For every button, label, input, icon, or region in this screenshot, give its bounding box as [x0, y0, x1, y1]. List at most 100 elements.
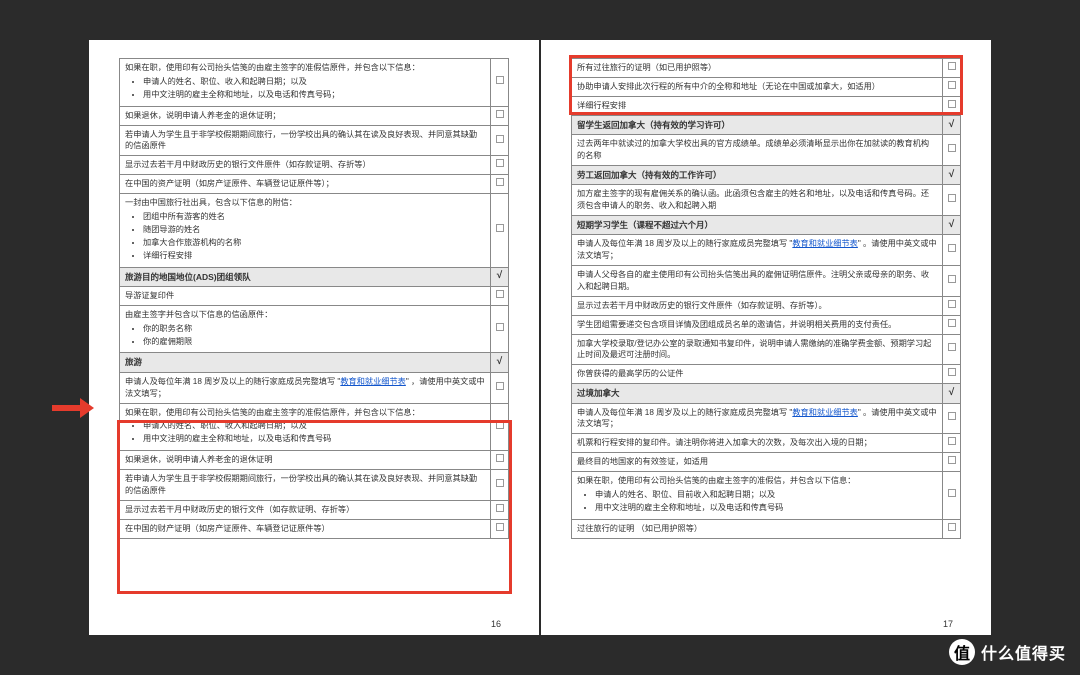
table-row: 详细行程安排 [572, 96, 961, 115]
checklist-table-left: 如果在职，使用印有公司抬头信笺的由雇主签字的准假信原件，并包含以下信息：申请人的… [119, 58, 509, 539]
content-cell: 在中国的资产证明（如房产证原件、车辆登记证原件等）； [120, 175, 491, 194]
checkbox-cell [943, 265, 961, 296]
checkbox-icon [496, 382, 504, 390]
checkbox-icon [948, 100, 956, 108]
content-cell: 如果在职，使用印有公司抬头信笺的由雇主签字的准假信原件，并包含以下信息：申请人的… [120, 403, 491, 451]
checkbox-icon [496, 421, 504, 429]
section-cell: 旅游目的地国地位(ADS)团组领队 [120, 267, 491, 286]
checkbox-cell [943, 296, 961, 315]
section-cell: 旅游 [120, 353, 491, 372]
checkbox-cell [491, 175, 509, 194]
checkbox-cell [491, 156, 509, 175]
bullet-item: 详细行程安排 [143, 250, 485, 262]
bullet-item: 你的雇佣期限 [143, 336, 485, 348]
table-row: 申请人及每位年满 18 周岁及以上的随行家庭成员完整填写 "教育和就业细节表" … [572, 235, 961, 266]
table-row: 申请人及每位年满 18 周岁及以上的随行家庭成员完整填写 "教育和就业细节表" … [120, 372, 509, 403]
checkbox-icon [496, 290, 504, 298]
table-row: 如果在职，使用印有公司抬头信笺的由雇主签字的准假信，并包含以下信息：申请人的姓名… [572, 472, 961, 520]
checkbox-cell [943, 96, 961, 115]
checkmark-icon: √ [949, 168, 955, 183]
table-row: 显示过去若干月中财政历史的银行文件（如存款证明、存折等） [120, 500, 509, 519]
section-cell: 过境加拿大 [572, 384, 943, 403]
checkbox-icon [496, 159, 504, 167]
checkbox-icon [496, 135, 504, 143]
bullet-item: 用中文注明的雇主全称和地址，以及电话和传真号码； [143, 89, 485, 101]
table-row: 在中国的资产证明（如房产证原件、车辆登记证原件等）； [120, 175, 509, 194]
bullet-item: 你的职务名称 [143, 323, 485, 335]
checkbox-icon [496, 454, 504, 462]
content-cell: 申请人父母各自的雇主使用印有公司抬头信笺出具的雇佣证明信原件。注明父亲或母亲的职… [572, 265, 943, 296]
checkbox-cell [943, 77, 961, 96]
annotation-arrow-icon [52, 400, 92, 416]
checkbox-cell [491, 500, 509, 519]
table-row: 劳工返回加拿大（持有效的工作许可） √ [572, 165, 961, 184]
checkbox-icon [948, 368, 956, 376]
checkbox-cell: √ [943, 115, 961, 134]
section-cell: 留学生返回加拿大（持有效的学习许可） [572, 115, 943, 134]
checkbox-cell [491, 194, 509, 267]
checkbox-cell [491, 372, 509, 403]
content-cell: 最终目的地国家的有效签证，如适用 [572, 453, 943, 472]
table-row: 协助申请人安排此次行程的所有中介的全称和地址（无论在中国或加拿大，如适用） [572, 77, 961, 96]
table-row: 显示过去若干月中财政历史的银行文件原件（如存款证明、存折等） [120, 156, 509, 175]
checkbox-cell: √ [491, 353, 509, 372]
watermark: 值 什么值得买 [949, 639, 1066, 665]
table-row: 最终目的地国家的有效签证，如适用 [572, 453, 961, 472]
checkbox-cell [491, 125, 509, 156]
checkbox-icon [948, 456, 956, 464]
table-row: 加方雇主签字的现有雇佣关系的确认函。此函须包含雇主的姓名和地址，以及电话和传真号… [572, 185, 961, 216]
table-row: 如果在职，使用印有公司抬头信笺的由雇主签字的准假信原件，并包含以下信息：申请人的… [120, 403, 509, 451]
content-cell: 显示过去若干月中财政历史的银行文件原件（如存款证明、存折等） [120, 156, 491, 175]
checkbox-icon [948, 244, 956, 252]
checkbox-cell [943, 185, 961, 216]
checkbox-icon [948, 319, 956, 327]
content-cell: 若申请人为学生且于非学校假期期间旅行，一份学校出具的确认其在读及良好表现、并同意… [120, 470, 491, 501]
document-pages: 如果在职，使用印有公司抬头信笺的由雇主签字的准假信原件，并包含以下信息：申请人的… [89, 40, 991, 635]
checkbox-icon [948, 81, 956, 89]
content-cell: 过去两年中就读过的加拿大学校出具的官方成绩单。成绩单必须清晰显示出你在加就读的教… [572, 134, 943, 165]
table-row: 留学生返回加拿大（持有效的学习许可）√ [572, 115, 961, 134]
checkbox-cell [943, 235, 961, 266]
content-cell: 加方雇主签字的现有雇佣关系的确认函。此函须包含雇主的姓名和地址，以及电话和传真号… [572, 185, 943, 216]
table-row: 短期学习学生（课程不超过六个月） √ [572, 215, 961, 234]
content-cell: 如果在职，使用印有公司抬头信笺的由雇主签字的准假信原件，并包含以下信息：申请人的… [120, 59, 491, 107]
bullet-list: 申请人的姓名、职位、收入和起聘日期；以及用中文注明的雇主全称和地址，以及电话和传… [143, 76, 485, 101]
checkbox-cell [491, 470, 509, 501]
page-number-right: 17 [943, 619, 953, 629]
checkbox-icon [948, 194, 956, 202]
content-cell: 显示过去若干月中财政历史的银行文件原件（如存款证明、存折等）。 [572, 296, 943, 315]
content-cell: 在中国的财产证明（如房产证原件、车辆登记证原件等） [120, 519, 491, 538]
bullet-item: 随团导游的姓名 [143, 224, 485, 236]
checkbox-cell: √ [943, 165, 961, 184]
checkbox-icon [948, 489, 956, 497]
checkbox-cell [943, 315, 961, 334]
checkbox-cell: √ [943, 384, 961, 403]
table-row: 由雇主签字并包含以下信息的信函原件：你的职务名称你的雇佣期限 [120, 305, 509, 353]
checkbox-cell [943, 59, 961, 78]
checkmark-icon: √ [497, 355, 503, 370]
table-row: 过往旅行的证明 （如已用护照等） [572, 519, 961, 538]
table-row: 如果退休，说明申请人养老金的退休证明； [120, 106, 509, 125]
table-row: 在中国的财产证明（如房产证原件、车辆登记证原件等） [120, 519, 509, 538]
page-right: 所有过往旅行的证明（如已用护照等）协助申请人安排此次行程的所有中介的全称和地址（… [541, 40, 991, 635]
checkbox-cell [943, 434, 961, 453]
section-cell: 短期学习学生（课程不超过六个月） [572, 215, 943, 234]
table-row: 申请人父母各自的雇主使用印有公司抬头信笺出具的雇佣证明信原件。注明父亲或母亲的职… [572, 265, 961, 296]
checkbox-cell [491, 59, 509, 107]
content-cell: 如果退休，说明申请人养老金的退休证明； [120, 106, 491, 125]
table-row: 若申请人为学生且于非学校假期期间旅行，一份学校出具的确认其在读及良好表现、并同意… [120, 470, 509, 501]
checkmark-icon: √ [949, 386, 955, 401]
checkbox-icon [496, 110, 504, 118]
section-cell: 劳工返回加拿大（持有效的工作许可） [572, 165, 943, 184]
checkbox-icon [948, 275, 956, 283]
checkmark-icon: √ [949, 218, 955, 233]
content-cell: 一封由中国旅行社出具，包含以下信息的附信：团组中所有游客的姓名随团导游的姓名加拿… [120, 194, 491, 267]
checkbox-cell [943, 519, 961, 538]
checkbox-cell [943, 334, 961, 365]
table-row: 若申请人为学生且于非学校假期期间旅行，一份学校出具的确认其在读及良好表现、并同意… [120, 125, 509, 156]
bullet-item: 申请人的姓名、职位、收入和起聘日期；以及 [143, 76, 485, 88]
content-cell: 过往旅行的证明 （如已用护照等） [572, 519, 943, 538]
content-cell: 你曾获得的最高学历的公证件 [572, 365, 943, 384]
table-row: 旅游 √ [120, 353, 509, 372]
watermark-badge-icon: 值 [949, 639, 975, 665]
